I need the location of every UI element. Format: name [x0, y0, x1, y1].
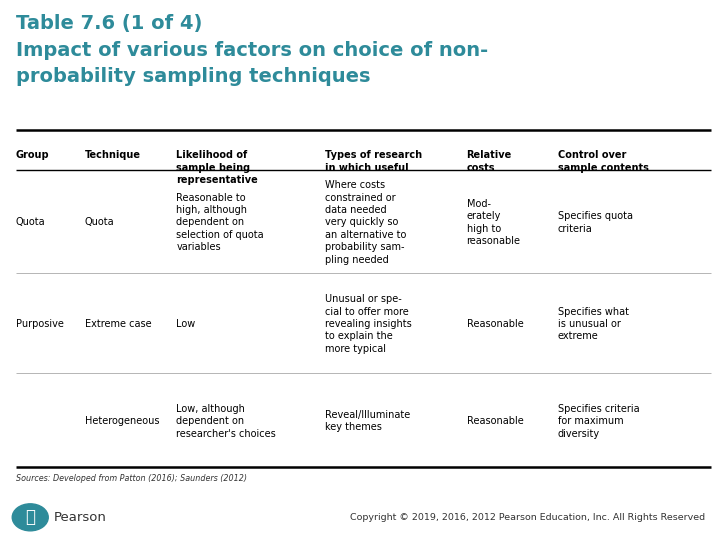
Text: Impact of various factors on choice of non-: Impact of various factors on choice of n…	[16, 40, 488, 59]
Text: Reasonable to
high, although
dependent on
selection of quota
variables: Reasonable to high, although dependent o…	[176, 193, 264, 252]
Text: Reasonable: Reasonable	[467, 319, 523, 329]
Text: Extreme case: Extreme case	[85, 319, 152, 329]
Text: Reasonable: Reasonable	[467, 416, 523, 426]
Text: Where costs
constrained or
data needed
very quickly so
an alternative to
probabi: Where costs constrained or data needed v…	[325, 180, 407, 265]
Text: Heterogeneous: Heterogeneous	[85, 416, 159, 426]
Text: Mod-
erately
high to
reasonable: Mod- erately high to reasonable	[467, 199, 521, 246]
Text: Quota: Quota	[16, 218, 45, 227]
Text: Technique: Technique	[85, 150, 141, 160]
Text: Sources: Developed from Patton (2016); Saunders (2012): Sources: Developed from Patton (2016); S…	[16, 474, 247, 483]
Text: Specifies quota
criteria: Specifies quota criteria	[558, 211, 633, 234]
Text: Low, although
dependent on
researcher's choices: Low, although dependent on researcher's …	[176, 404, 276, 438]
Text: Unusual or spe-
cial to offer more
revealing insights
to explain the
more typica: Unusual or spe- cial to offer more revea…	[325, 294, 412, 354]
Text: Control over
sample contents: Control over sample contents	[558, 150, 649, 172]
Text: Copyright © 2019, 2016, 2012 Pearson Education, Inc. All Rights Reserved: Copyright © 2019, 2016, 2012 Pearson Edu…	[351, 513, 706, 522]
Text: Group: Group	[16, 150, 50, 160]
Text: Types of research
in which useful: Types of research in which useful	[325, 150, 423, 172]
Text: Relative
costs: Relative costs	[467, 150, 512, 172]
Text: Likelihood of
sample being
representative: Likelihood of sample being representativ…	[176, 150, 258, 185]
Text: probability sampling techniques: probability sampling techniques	[16, 68, 370, 86]
Text: Specifies what
is unusual or
extreme: Specifies what is unusual or extreme	[558, 307, 629, 341]
Text: Quota: Quota	[85, 218, 114, 227]
Text: Specifies criteria
for maximum
diversity: Specifies criteria for maximum diversity	[558, 404, 639, 438]
Text: Pearson: Pearson	[54, 511, 107, 524]
Text: Reveal/Illuminate
key themes: Reveal/Illuminate key themes	[325, 410, 410, 433]
Circle shape	[12, 504, 48, 531]
Text: Table 7.6 (1 of 4): Table 7.6 (1 of 4)	[16, 14, 202, 32]
Text: Ⓟ: Ⓟ	[25, 508, 35, 526]
Text: Low: Low	[176, 319, 196, 329]
Text: Purposive: Purposive	[16, 319, 63, 329]
